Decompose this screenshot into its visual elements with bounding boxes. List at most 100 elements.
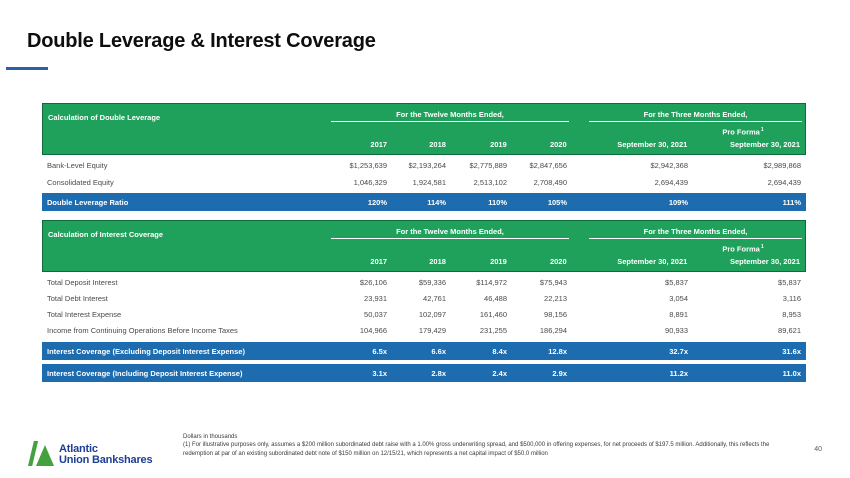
year-header-2018: 2018 <box>429 257 446 266</box>
year-header-2018: 2018 <box>429 140 446 149</box>
pro-forma-label: Pro Forma1 <box>689 127 805 137</box>
double-leverage-ratio-row: Double Leverage Ratio 120% 114% 110% 105… <box>42 193 806 211</box>
logo-line1: Atlantic <box>59 443 98 455</box>
double-leverage-table: Calculation of Double Leverage For the T… <box>42 103 806 211</box>
interest-coverage-excluding-row: Interest Coverage (Excluding Deposit Int… <box>42 342 806 360</box>
group-header-three-months: For the Three Months Ended, <box>589 227 802 239</box>
footnote-dollars: Dollars in thousands <box>183 434 238 440</box>
interest-coverage-including-row: Interest Coverage (Including Deposit Int… <box>42 364 806 382</box>
cell-value: $5,837 <box>778 277 801 287</box>
cell-value: 2.4x <box>492 368 507 378</box>
cell-value: 11.0x <box>782 368 801 378</box>
proforma-sept-2021-header: September 30, 2021 <box>729 140 800 149</box>
cell-value: 231,255 <box>479 325 507 335</box>
cell-value: 111% <box>782 197 801 207</box>
footnotes: Dollars in thousands (1) For illustrativ… <box>183 433 783 458</box>
table-row: Total Debt Interest 23,931 42,761 46,488… <box>42 290 806 306</box>
table-row: Total Deposit Interest $26,106 $59,336 $… <box>42 274 806 290</box>
cell-value: $2,942,368 <box>650 161 688 170</box>
cell-value: 109% <box>668 197 688 207</box>
group-header-three-months: For the Three Months Ended, <box>589 110 802 122</box>
cell-value: 22,213 <box>544 293 567 303</box>
interest-coverage-table: Calculation of Interest Coverage For the… <box>42 220 806 382</box>
table-row: Income from Continuing Operations Before… <box>42 322 806 338</box>
cell-value: 179,429 <box>418 325 446 335</box>
cell-value: 105% <box>547 197 567 207</box>
cell-value: 6.5x <box>372 346 387 356</box>
row-label: Income from Continuing Operations Before… <box>47 325 238 335</box>
year-header-2020: 2020 <box>549 140 567 149</box>
cell-value: 8,891 <box>669 309 688 319</box>
cell-value: $2,847,656 <box>529 161 567 170</box>
cell-value: 98,156 <box>544 309 567 319</box>
title-underline <box>6 67 48 70</box>
table-row: Bank-Level Equity $1,253,639 $2,193,264 … <box>42 157 806 174</box>
cell-value: 161,460 <box>479 309 507 319</box>
proforma-sept-2021-header: September 30, 2021 <box>729 257 800 266</box>
cell-value: 3,054 <box>669 293 688 303</box>
cell-value: 8,953 <box>782 309 801 319</box>
cell-value: 12.8x <box>548 346 567 356</box>
sept-2021-header: September 30, 2021 <box>617 257 688 266</box>
row-label: Interest Coverage (Excluding Deposit Int… <box>47 346 245 356</box>
cell-value: 8.4x <box>492 346 507 356</box>
pro-forma-footnote-ref: 1 <box>760 126 764 133</box>
logo-line2: Union Bankshares <box>59 454 153 466</box>
pro-forma-text: Pro Forma <box>722 127 760 136</box>
pro-forma-footnote-ref: 1 <box>760 243 764 250</box>
logo-text: Atlantic Union Bankshares <box>59 443 153 466</box>
cell-value: 114% <box>427 197 446 207</box>
cell-value: 46,488 <box>484 293 507 303</box>
cell-value: $2,775,889 <box>469 161 507 170</box>
cell-value: 3.1x <box>372 368 387 378</box>
row-label: Interest Coverage (Including Deposit Int… <box>47 368 243 378</box>
row-label: Total Interest Expense <box>47 309 122 319</box>
interest-coverage-table-header: Calculation of Interest Coverage For the… <box>42 220 806 272</box>
company-logo: Atlantic Union Bankshares <box>28 441 153 466</box>
cell-value: 2,694,439 <box>654 178 688 187</box>
cell-value: 2,708,490 <box>533 178 567 187</box>
cell-value: 104,966 <box>359 325 387 335</box>
cell-value: 120% <box>367 197 387 207</box>
cell-value: $1,253,639 <box>349 161 387 170</box>
row-label: Bank-Level Equity <box>47 161 108 170</box>
logo-mountain-icon <box>28 441 55 466</box>
cell-value: 89,621 <box>778 325 801 335</box>
year-header-2019: 2019 <box>490 257 507 266</box>
cell-value: 1,924,581 <box>412 178 446 187</box>
pro-forma-text: Pro Forma <box>722 244 760 253</box>
cell-value: $2,193,264 <box>408 161 446 170</box>
group-header-twelve-months: For the Twelve Months Ended, <box>331 110 569 122</box>
cell-value: 42,761 <box>423 293 446 303</box>
table-title: Calculation of Interest Coverage <box>48 230 164 239</box>
cell-value: $26,106 <box>359 277 387 287</box>
footnote-1: (1) For illustrative purposes only, assu… <box>183 442 770 457</box>
row-label: Total Debt Interest <box>47 293 108 303</box>
cell-value: 2.9x <box>552 368 567 378</box>
page-title: Double Leverage & Interest Coverage <box>27 30 376 52</box>
year-header-2020: 2020 <box>549 257 567 266</box>
cell-value: 3,116 <box>782 293 801 303</box>
table-row: Consolidated Equity 1,046,329 1,924,581 … <box>42 174 806 191</box>
cell-value: $75,943 <box>539 277 567 287</box>
cell-value: 2,513,102 <box>473 178 507 187</box>
cell-value: $114,972 <box>476 277 507 287</box>
cell-value: 31.6x <box>782 346 801 356</box>
row-label: Total Deposit Interest <box>47 277 118 287</box>
cell-value: 110% <box>488 197 507 207</box>
cell-value: $5,837 <box>665 277 688 287</box>
cell-value: 2,694,439 <box>767 178 801 187</box>
group-header-twelve-months: For the Twelve Months Ended, <box>331 227 569 239</box>
cell-value: 1,046,329 <box>353 178 387 187</box>
cell-value: 23,931 <box>364 293 387 303</box>
sept-2021-header: September 30, 2021 <box>617 140 688 149</box>
table-row: Total Interest Expense 50,037 102,097 16… <box>42 306 806 322</box>
cell-value: 102,097 <box>418 309 446 319</box>
pro-forma-label: Pro Forma1 <box>689 244 805 254</box>
cell-value: $2,989,868 <box>763 161 801 170</box>
page-number: 40 <box>814 446 822 453</box>
cell-value: 11.2x <box>669 368 688 378</box>
cell-value: 2.8x <box>431 368 446 378</box>
year-header-2019: 2019 <box>490 140 507 149</box>
